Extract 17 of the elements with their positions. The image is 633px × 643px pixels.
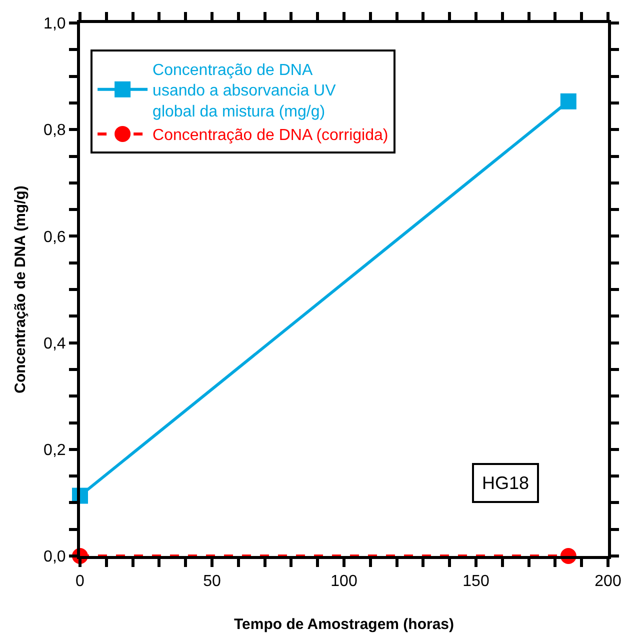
point: [560, 93, 576, 110]
x-tick-label: 0: [76, 573, 85, 590]
y-tick-label: 0,8: [44, 122, 66, 140]
annotation: HG18: [482, 473, 530, 493]
y-tick-label: 0,4: [44, 335, 66, 352]
x-tick-label: 150: [462, 573, 490, 590]
y-tick-label: 0,6: [44, 228, 66, 246]
y-axis-title: Concentração de DNA (mg/g): [12, 186, 29, 394]
x-tick-label: 100: [330, 573, 358, 590]
x-tick-label: 200: [594, 573, 622, 590]
x-tick-label: 50: [203, 573, 221, 590]
y-tick-label: 1,0: [44, 16, 66, 33]
x-axis-title: Tempo de Amostragem (horas): [234, 616, 454, 634]
y-tick-label: 0,2: [44, 442, 66, 459]
legend-label: Concentração de DNA usando a absorvancia UV global da mistura (mg/g): [152, 62, 336, 120]
y-tick-label: 0,0: [44, 548, 66, 566]
legend-label: Concentração de DNA (corrigida): [152, 127, 388, 144]
